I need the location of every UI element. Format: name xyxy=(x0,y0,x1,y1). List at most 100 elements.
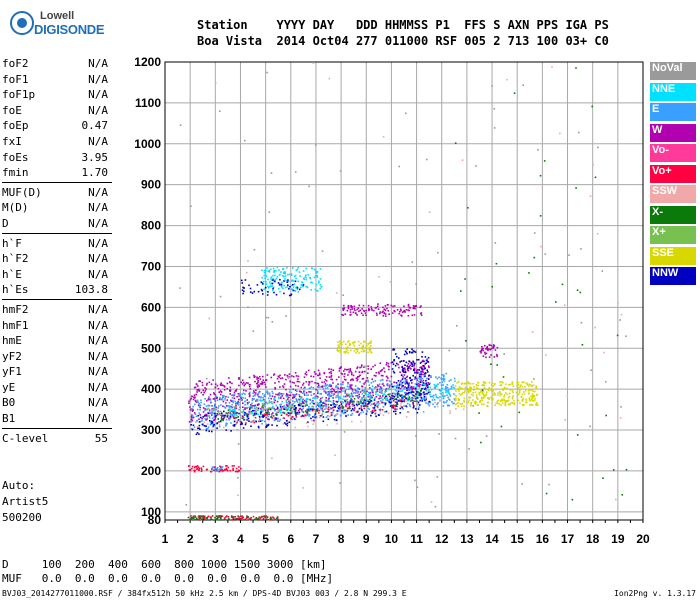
echo-point xyxy=(236,414,238,417)
echo-point xyxy=(408,360,410,362)
echo-point xyxy=(309,410,311,412)
echo-point xyxy=(212,469,215,472)
echo-point xyxy=(346,341,349,343)
echo-point xyxy=(319,284,322,286)
echo-point xyxy=(441,387,443,390)
echo-point xyxy=(193,470,196,473)
echo-point xyxy=(310,281,312,284)
echo-point xyxy=(439,390,442,392)
echo-point xyxy=(403,309,406,312)
echo-point xyxy=(419,396,421,398)
echo-point xyxy=(349,384,351,386)
echo-point xyxy=(272,267,275,270)
echo-point xyxy=(305,278,308,281)
echo-point xyxy=(379,400,382,402)
echo-point xyxy=(390,401,393,403)
echo-point xyxy=(323,404,326,407)
echo-point xyxy=(196,391,198,393)
echo-point xyxy=(492,345,495,348)
echo-point xyxy=(358,371,361,373)
echo-point xyxy=(211,420,213,423)
echo-point xyxy=(568,254,570,256)
echo-point xyxy=(463,382,466,385)
echo-point xyxy=(288,412,290,414)
echo-point xyxy=(457,402,459,404)
echo-point xyxy=(262,293,264,295)
echo-point xyxy=(243,414,246,416)
echo-point xyxy=(365,380,367,382)
echo-point xyxy=(372,380,375,383)
echo-point xyxy=(356,404,359,407)
echo-point xyxy=(265,280,267,283)
x-tick-label: 5 xyxy=(262,532,269,546)
echo-point xyxy=(539,215,542,217)
echo-point xyxy=(312,397,314,399)
echo-point xyxy=(210,516,212,518)
echo-point xyxy=(211,409,213,411)
echo-point xyxy=(211,518,213,521)
echo-point xyxy=(259,418,261,421)
echo-point xyxy=(243,290,245,293)
echo-point xyxy=(310,417,312,420)
echo-point xyxy=(285,413,288,416)
echo-point xyxy=(392,305,394,308)
echo-point xyxy=(266,402,268,405)
echo-point xyxy=(544,253,547,255)
echo-point xyxy=(246,413,248,415)
param-value: N/A xyxy=(88,201,108,215)
echo-point xyxy=(414,408,417,410)
echo-point xyxy=(242,408,245,411)
echo-point xyxy=(428,400,431,403)
echo-point xyxy=(527,389,530,392)
echo-point xyxy=(202,465,205,468)
echo-point xyxy=(450,387,453,389)
echo-point xyxy=(463,400,465,402)
echo-point xyxy=(503,394,506,396)
echo-point xyxy=(313,276,316,279)
echo-point xyxy=(264,516,267,518)
echo-point xyxy=(532,400,535,402)
echo-point xyxy=(258,391,260,394)
echo-point xyxy=(388,380,391,382)
echo-point xyxy=(238,401,240,404)
echo-point xyxy=(254,393,257,396)
echo-point xyxy=(353,397,356,400)
echo-point xyxy=(503,386,506,389)
echo-point xyxy=(273,419,276,422)
x-tick-label: 6 xyxy=(287,532,294,546)
x-tick-label: 10 xyxy=(385,532,399,546)
echo-point xyxy=(192,416,195,419)
echo-point xyxy=(226,416,229,418)
echo-point xyxy=(261,403,264,405)
echo-point xyxy=(488,344,491,346)
echo-point xyxy=(374,307,377,309)
echo-point xyxy=(503,387,506,390)
param-separator xyxy=(2,298,112,300)
param-name: hmF2 xyxy=(2,302,29,316)
echo-point xyxy=(225,405,228,407)
echo-point xyxy=(418,391,420,394)
echo-point xyxy=(392,392,394,395)
echo-point xyxy=(225,468,228,471)
echo-point xyxy=(270,376,273,379)
echo-point xyxy=(259,378,262,380)
echo-point xyxy=(398,357,400,359)
echo-point xyxy=(339,482,341,484)
echo-point xyxy=(436,396,438,399)
echo-point xyxy=(330,390,333,393)
echo-point xyxy=(208,417,211,419)
echo-point xyxy=(325,384,327,387)
echo-point xyxy=(459,403,462,405)
echo-point xyxy=(533,396,535,398)
echo-point xyxy=(214,417,217,420)
echo-point xyxy=(463,397,465,400)
echo-point xyxy=(409,360,411,363)
echo-point xyxy=(224,402,227,405)
echo-point xyxy=(389,402,391,405)
echo-point xyxy=(423,393,426,396)
echo-point xyxy=(190,205,192,207)
echo-point xyxy=(324,383,327,385)
echo-point xyxy=(371,351,373,354)
echo-point xyxy=(199,515,201,517)
echo-point xyxy=(394,310,396,313)
